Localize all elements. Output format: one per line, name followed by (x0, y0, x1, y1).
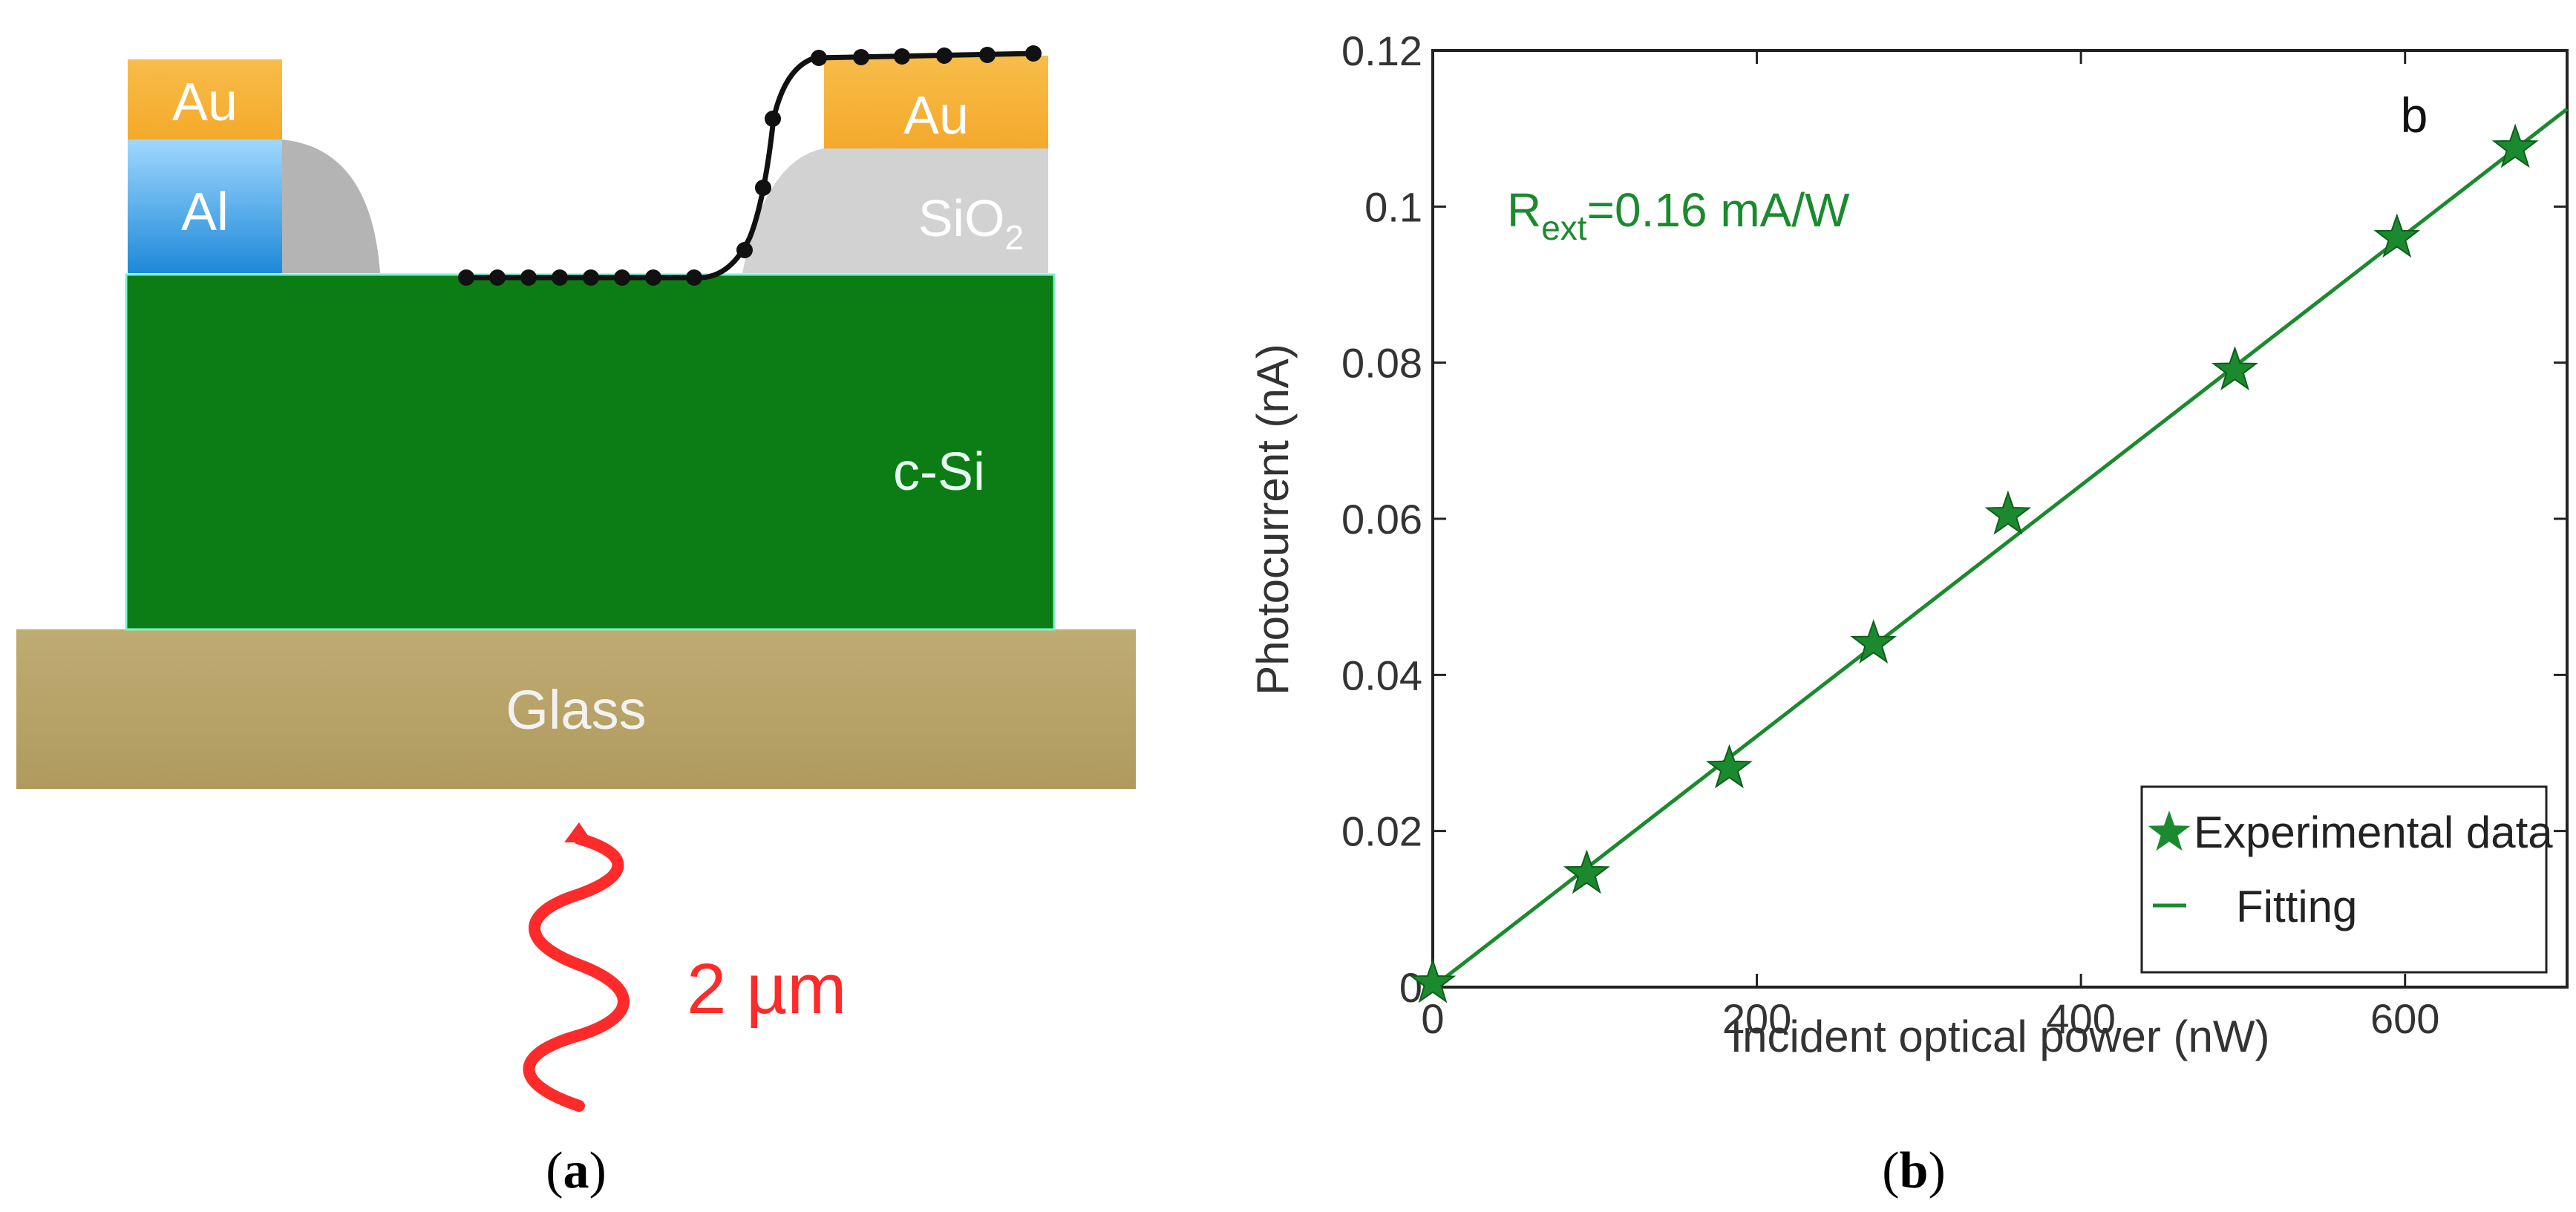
profile-dot (811, 50, 827, 66)
y-tick-label: 0.06 (1341, 496, 1422, 543)
au-right-contact (824, 56, 1048, 148)
x-tick-label: 200 (1722, 995, 1791, 1042)
x-tick-label: 400 (2046, 995, 2115, 1042)
legend-box (2140, 785, 2548, 974)
csi-label: c-Si (893, 442, 985, 502)
profile-dot (894, 48, 910, 65)
glass-substrate (16, 629, 1136, 789)
y-axis-label: Photocurrent (nA) (1248, 344, 1298, 695)
caption-a: (a) (546, 1142, 607, 1199)
fitting-line-layer (1431, 107, 2569, 989)
sio2-region (742, 148, 1048, 273)
caption-b-close: ) (1928, 1142, 1945, 1199)
au-left-label: Au (172, 73, 238, 132)
profile-dot (583, 269, 599, 286)
profile-dot (686, 269, 702, 286)
surface-profile-dots (458, 45, 1042, 286)
profile-dot (552, 269, 568, 286)
profile-dot (1025, 45, 1042, 62)
legend-star-icon (2148, 810, 2191, 851)
x-tick-label: 0 (1421, 995, 1444, 1042)
annotation-main: R (1507, 183, 1541, 237)
panel-label-b: b (2401, 88, 2428, 143)
y-tick-label: 0.1 (1364, 183, 1422, 230)
profile-dot (936, 48, 952, 64)
panel-a-schematic: Glass c-Si Al Au SiO2 Au (16, 45, 1136, 1112)
annotation-rest: =0.16 mA/W (1587, 183, 1851, 237)
data-point-star (1409, 958, 1457, 1003)
data-point-star (1850, 619, 1897, 664)
data-point-star (1563, 849, 1610, 894)
y-tick-label: 0.02 (1341, 808, 1422, 855)
au-right-label: Au (903, 86, 969, 145)
profile-dot (645, 269, 661, 286)
sio2-label-subscript: 2 (1005, 218, 1024, 257)
al-contact (128, 140, 282, 273)
sio2-label: SiO2 (918, 189, 1024, 257)
fitting-line (1431, 107, 2569, 989)
y-tick-label: 0.04 (1341, 652, 1422, 698)
glass-label: Glass (506, 679, 646, 741)
profile-dot (458, 269, 474, 286)
illumination-wave-icon (523, 822, 630, 1112)
caption-b-letter: b (1900, 1142, 1929, 1199)
legend: Experimental data Fitting (2140, 785, 2553, 974)
photocurrent-chart: 0 200 400 600 0 0.02 0.04 0.06 0.08 0.1 0.12 Inci… (1248, 27, 2569, 1061)
caption-a-close: ) (589, 1142, 607, 1199)
x-tick-label: 600 (2370, 995, 2439, 1042)
au-left-contact (128, 59, 282, 140)
caption-a-letter: a (563, 1142, 589, 1199)
profile-dot (755, 180, 771, 196)
data-point-star (2373, 213, 2421, 258)
data-point-star (1705, 744, 1753, 789)
profile-dot (614, 269, 630, 286)
y-axis-ticks: 0 0.02 0.04 0.06 0.08 0.1 0.12 (1341, 27, 2567, 1011)
y-tick-label: 0.12 (1341, 27, 1422, 74)
profile-dot (489, 269, 506, 286)
sio2-label-base: SiO (918, 189, 1005, 247)
x-axis-ticks: 0 200 400 600 (1421, 50, 2439, 1042)
caption-a-open: ( (546, 1142, 563, 1199)
responsivity-annotation: Rext=0.16 mA/W (1507, 183, 1850, 247)
legend-label-fitting: Fitting (2236, 882, 2357, 931)
al-label: Al (181, 183, 229, 242)
profile-dot (765, 111, 781, 127)
data-point-star (1984, 490, 2032, 535)
wavelength-label: 2 µm (687, 949, 846, 1029)
legend-label-experimental: Experimental data (2194, 808, 2553, 857)
profile-dot (979, 47, 996, 63)
profile-dot (736, 242, 753, 258)
profile-dot (520, 269, 537, 286)
annotation-subscript: ext (1541, 209, 1587, 247)
y-tick-label: 0 (1399, 964, 1422, 1011)
caption-b: (b) (1882, 1142, 1946, 1199)
caption-b-open: ( (1882, 1142, 1899, 1199)
csi-layer (125, 273, 1056, 631)
y-tick-label: 0.08 (1341, 340, 1422, 387)
profile-dot (853, 49, 869, 65)
data-markers-layer (1409, 123, 2539, 1003)
x-axis-label: Incident optical power (nW) (1730, 1012, 2270, 1061)
data-point-star (2211, 346, 2258, 390)
left-oxide-bump (282, 140, 380, 273)
data-point-star (2491, 123, 2539, 168)
